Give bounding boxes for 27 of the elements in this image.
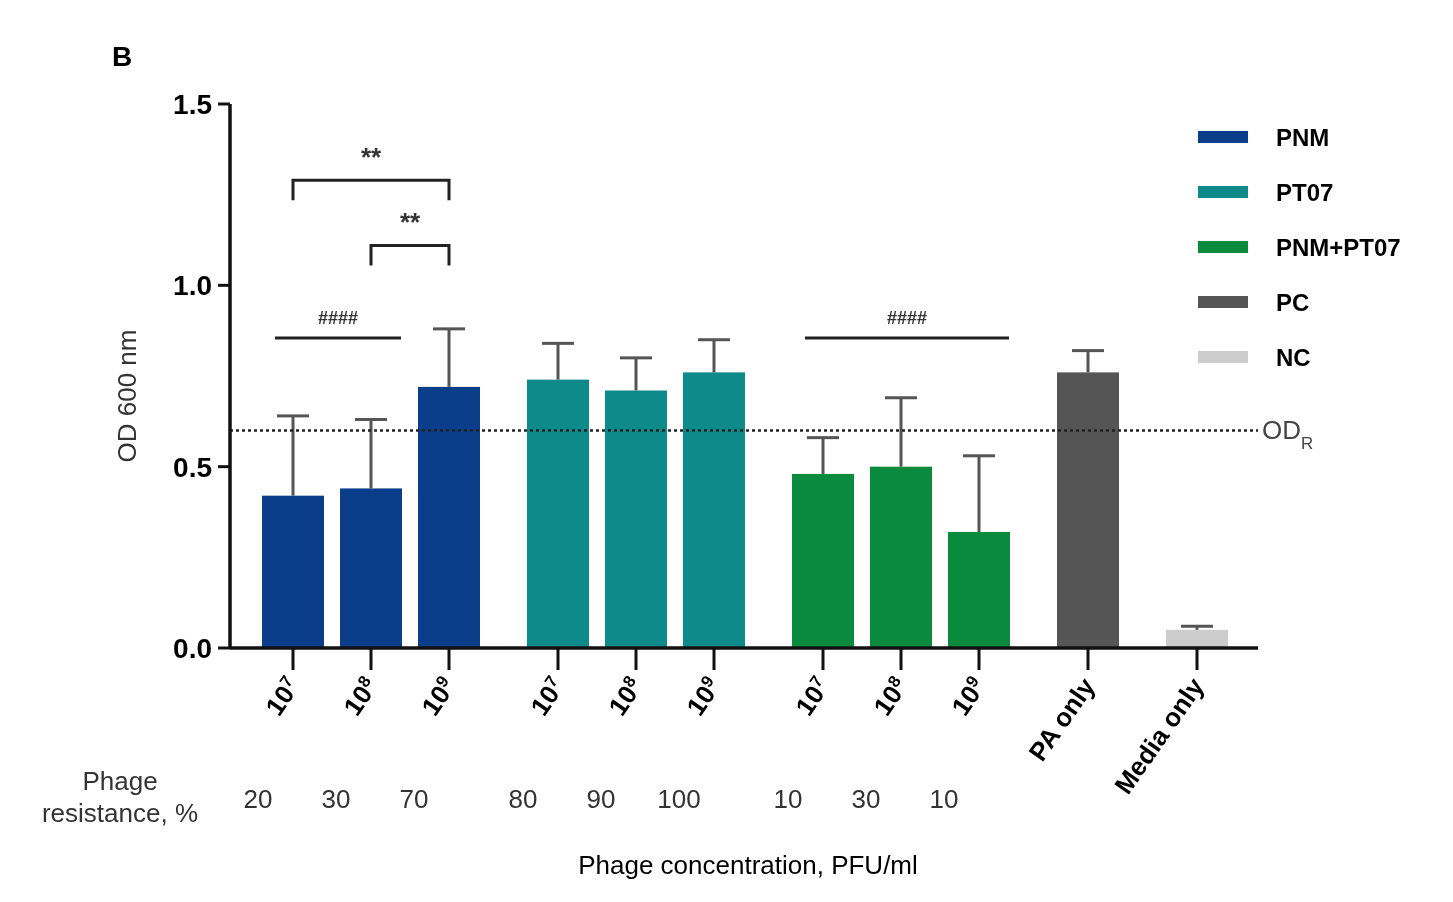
text: 100 xyxy=(657,784,701,814)
annotation: #### xyxy=(317,307,359,328)
y-tick-label: 0.5 xyxy=(173,451,212,483)
text: 90 xyxy=(586,784,616,814)
text: 80 xyxy=(508,784,538,814)
y-axis-title: OD 600 nm xyxy=(112,329,142,463)
ref-line-label: OD$_{R}$ xyxy=(1262,415,1314,453)
chart-title: B xyxy=(112,41,133,72)
annotation: ** xyxy=(399,207,421,238)
legend-label: PNM+PT07 xyxy=(1276,234,1401,261)
annotation: ** xyxy=(360,142,382,173)
text: 30 xyxy=(321,784,351,814)
y-tick-label: 1.5 xyxy=(173,89,212,120)
text: 10 xyxy=(773,784,803,814)
y-tick-label: 0.0 xyxy=(173,633,212,664)
text: 20 xyxy=(243,784,273,814)
text: Phage resistance, % xyxy=(41,766,199,828)
x-axis-title: Phage concentration, PFU/ml xyxy=(578,850,918,880)
text: 70 xyxy=(399,784,429,814)
legend-label: NC xyxy=(1276,344,1311,371)
legend-label: PT07 xyxy=(1276,179,1334,206)
legend-label: PC xyxy=(1276,289,1310,316)
annotation: #### xyxy=(886,307,928,328)
y-tick-label: 1.0 xyxy=(173,270,212,302)
text: 30 xyxy=(851,784,881,814)
text: 10 xyxy=(929,784,959,814)
legend-label: PNM xyxy=(1276,124,1330,151)
